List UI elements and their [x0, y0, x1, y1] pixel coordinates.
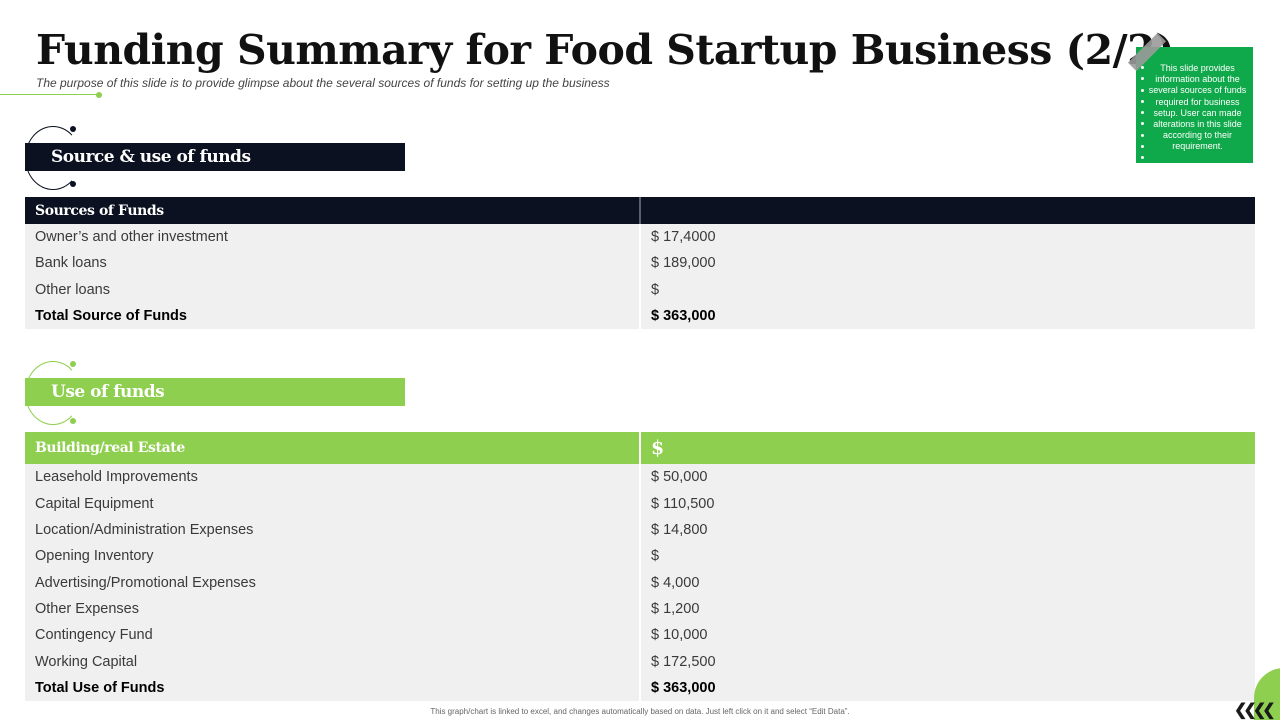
- table-row: Other Expenses $ 1,200: [25, 595, 1255, 623]
- row-value: $ 14,800: [639, 516, 1255, 544]
- section-arc-dot-top: [70, 126, 76, 132]
- row-label: Capital Equipment: [35, 495, 154, 512]
- section-title-use: Use of funds: [25, 378, 405, 406]
- table-row: Advertising/Promotional Expenses $ 4,000: [25, 569, 1255, 596]
- table-row: Other loans $: [25, 276, 1255, 303]
- page-subtitle: The purpose of this slide is to provide …: [36, 76, 610, 90]
- row-label: Opening Inventory: [35, 548, 154, 565]
- row-label: Other loans: [35, 281, 110, 298]
- table-row: Owner’s and other investment $ 17,4000: [25, 224, 1255, 251]
- row-value: $ 172,500: [639, 648, 1255, 675]
- sticky-note: This slide provides information about th…: [1136, 47, 1253, 163]
- row-value: $ 17,4000: [639, 224, 1255, 251]
- table-row: Opening Inventory $: [25, 543, 1255, 570]
- table-header-cell: [639, 197, 1255, 224]
- total-value: $ 363,000: [639, 302, 1255, 330]
- table-header-cell: Building/real Estate: [25, 432, 640, 464]
- table-total-row: Total Use of Funds $ 363,000: [25, 674, 1255, 702]
- row-value: $ 1,200: [639, 595, 1255, 623]
- section-arc-dot-bottom: [70, 181, 76, 187]
- row-value: $ 189,000: [639, 250, 1255, 277]
- use-table: Building/real Estate $ Leasehold Improve…: [25, 432, 1255, 702]
- table-total-row: Total Source of Funds $ 363,000: [25, 302, 1255, 330]
- table-header-cell: $: [639, 432, 1255, 464]
- title-underline: [0, 94, 100, 95]
- row-label: Owner’s and other investment: [35, 229, 228, 246]
- table-row: Contingency Fund $ 10,000: [25, 622, 1255, 649]
- row-label: Location/Administration Expenses: [35, 521, 254, 538]
- total-label: Total Use of Funds: [35, 679, 165, 696]
- table-row: Working Capital $ 172,500: [25, 648, 1255, 675]
- row-label: Working Capital: [35, 653, 138, 670]
- row-label: Other Expenses: [35, 600, 139, 617]
- table-header-row: Sources of Funds: [25, 197, 1255, 224]
- table-row: Location/Administration Expenses $ 14,80…: [25, 516, 1255, 544]
- title-underline-dot: [96, 92, 102, 98]
- section-arc-dot-bottom: [70, 418, 76, 424]
- note-bullet-dots: [1141, 66, 1147, 179]
- sources-table: Sources of Funds Owner’s and other inves…: [25, 197, 1255, 330]
- row-value: $ 4,000: [639, 569, 1255, 596]
- row-value: $ 110,500: [639, 490, 1255, 517]
- section-title-source: Source & use of funds: [25, 143, 405, 171]
- table-row: Bank loans $ 189,000: [25, 250, 1255, 277]
- row-value: $: [639, 543, 1255, 570]
- total-value: $ 363,000: [639, 674, 1255, 702]
- row-label: Contingency Fund: [35, 627, 153, 644]
- page-title: Funding Summary for Food Startup Busines…: [36, 26, 1175, 74]
- row-label: Advertising/Promotional Expenses: [35, 574, 256, 591]
- table-header-cell: Sources of Funds: [25, 197, 640, 224]
- table-row: Capital Equipment $ 110,500: [25, 490, 1255, 517]
- row-label: Leasehold Improvements: [35, 469, 198, 486]
- table-row: Leasehold Improvements $ 50,000: [25, 464, 1255, 491]
- row-value: $ 10,000: [639, 622, 1255, 649]
- row-label: Bank loans: [35, 255, 107, 272]
- total-label: Total Source of Funds: [35, 308, 187, 325]
- footer-note: This graph/chart is linked to excel, and…: [430, 707, 850, 716]
- section-arc-dot-top: [70, 361, 76, 367]
- row-value: $ 50,000: [639, 464, 1255, 491]
- row-value: $: [639, 276, 1255, 303]
- chevron-left-icon: ❮❮❮❮: [1234, 702, 1276, 719]
- table-header-row: Building/real Estate $: [25, 432, 1255, 464]
